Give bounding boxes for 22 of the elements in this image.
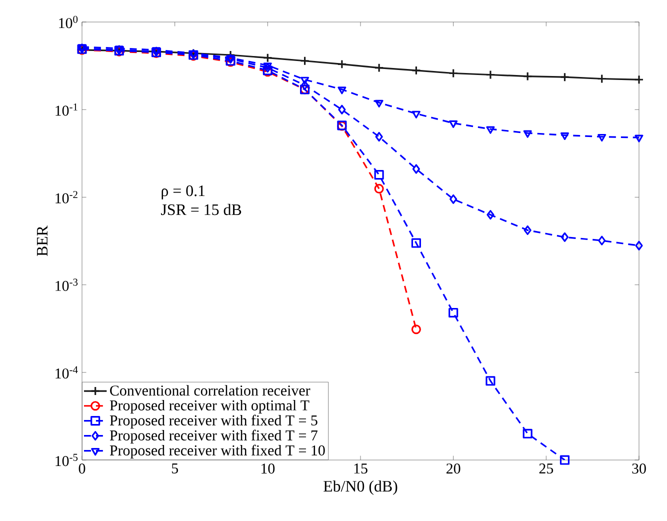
y-tick-label: 10$^{-2}$ bbox=[56, 191, 78, 204]
y-axis-title: BER bbox=[37, 226, 48, 256]
x-tick-label: 5 bbox=[172, 464, 178, 474]
x-tick-label: 10 bbox=[262, 464, 275, 474]
legend-label: Conventional correlation receiver bbox=[110, 385, 310, 396]
y-tick-label: 10$^{-3}$ bbox=[56, 278, 78, 291]
legend-label: Proposed receiver with optimal T bbox=[110, 400, 310, 414]
x-tick-label: 25 bbox=[539, 464, 554, 474]
y-tick-label: 10$^{-1}$ bbox=[56, 103, 78, 116]
legend-label: Proposed receiver with fixed T = 10 bbox=[110, 444, 325, 459]
x-tick-label: 30 bbox=[632, 464, 646, 474]
annotation: ρ = 0.1 bbox=[162, 185, 205, 200]
y-tick-label: 10$^{-5}$ bbox=[56, 454, 78, 466]
legend-label: Proposed receiver with fixed T = 7 bbox=[110, 430, 318, 444]
x-tick-label: 15 bbox=[354, 464, 368, 474]
x-tick-label: 0 bbox=[78, 464, 86, 474]
annotation: JSR = 15 dB bbox=[161, 204, 242, 216]
legend-label: Proposed receiver with fixed T = 5 bbox=[110, 414, 318, 428]
x-tick-label: 20 bbox=[446, 464, 460, 474]
y-tick-label: 10$^{-4}$ bbox=[56, 366, 78, 379]
y-tick-label: 10$^{0}$ bbox=[59, 16, 78, 28]
x-axis-title: Eb/N0 (dB) bbox=[324, 480, 398, 495]
